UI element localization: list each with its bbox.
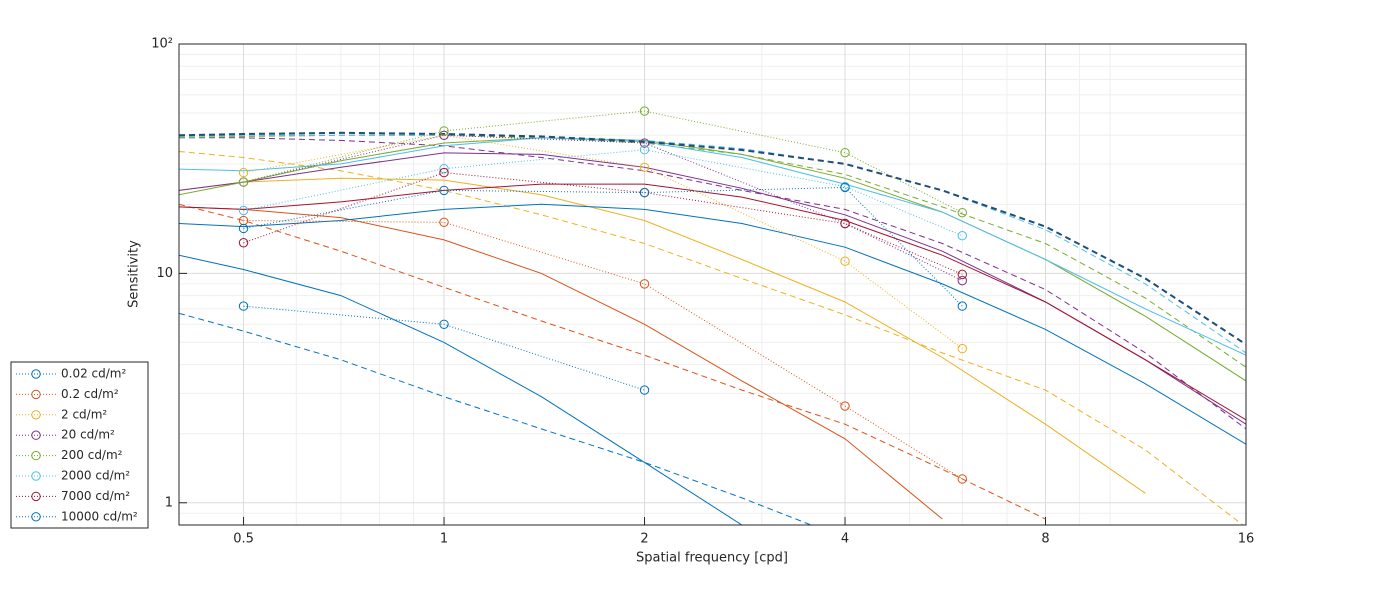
data-point [238, 301, 249, 311]
data-point [439, 319, 449, 329]
legend-label: 20 cd/m² [61, 428, 115, 442]
x-axis-label: Spatial frequency [cpd] [636, 551, 788, 566]
data-line [243, 186, 963, 307]
data-point [957, 230, 967, 241]
data-point [840, 147, 850, 158]
data-point [957, 275, 967, 286]
model-curve [179, 312, 813, 525]
axes-box [178, 43, 1247, 526]
data-point [238, 223, 249, 234]
legend-marker [31, 512, 41, 522]
data-point [439, 126, 449, 136]
legend-label: 10000 cd/m² [61, 509, 138, 523]
legend-label: 2000 cd/m² [61, 469, 130, 483]
data-point [639, 279, 650, 289]
model-curve [179, 137, 1246, 356]
y-tick-label: 1 [165, 495, 173, 510]
plot-area [179, 44, 1246, 525]
data-point [439, 217, 449, 227]
data-point [439, 164, 449, 174]
x-tick-label: 16 [1238, 532, 1255, 547]
legend-label: 2 cd/m² [61, 407, 107, 421]
data-line [243, 172, 963, 275]
data-point [439, 167, 449, 178]
model-curve [179, 151, 1244, 525]
data-point [840, 218, 850, 229]
y-tick-label: 10² [151, 37, 173, 52]
data-line [243, 305, 645, 391]
y-tick-label: 10 [156, 266, 173, 281]
model-curve [179, 137, 1246, 430]
legend-marker [31, 450, 41, 461]
data-point [957, 207, 967, 218]
legend: 0.02 cd/m² 0.2 cd/m² 2 cd/m² 20 cd/m² 200 cd… [10, 361, 149, 529]
model-curve [179, 177, 1146, 494]
data-point [957, 343, 967, 354]
data-point [639, 138, 650, 148]
x-tick-label: 4 [841, 532, 849, 547]
data-point [957, 301, 967, 311]
legend-marker [31, 389, 41, 400]
tick-labels: 0.5 1 2 4 8 16 1 10 10² [151, 37, 1254, 547]
y-axis-label: Sensitivity [127, 240, 142, 308]
data-point [639, 145, 650, 155]
data-point [439, 185, 449, 196]
model-curve [179, 131, 1246, 346]
data-point [238, 167, 249, 178]
x-tick-label: 8 [1041, 532, 1049, 547]
model-curve [179, 137, 1246, 382]
data-point [840, 256, 850, 266]
legend-marker [31, 491, 41, 502]
model-curve [179, 183, 1246, 421]
data-line [243, 134, 963, 282]
legend-marker [31, 471, 41, 481]
legend-label: 0.2 cd/m² [61, 387, 119, 401]
data-point [639, 385, 650, 395]
legend-marker [31, 410, 41, 420]
data-point [639, 106, 650, 116]
model-curve [179, 206, 943, 520]
model-curve [179, 134, 1246, 354]
data-point [840, 401, 850, 411]
data-point [957, 269, 967, 280]
legend-marker [31, 369, 41, 379]
data-line [243, 110, 963, 214]
legend-marker [31, 430, 41, 440]
data-point [238, 205, 249, 216]
data-point [238, 177, 249, 187]
model-curve [179, 203, 1046, 520]
legend-label: 200 cd/m² [61, 448, 123, 462]
data-point [439, 130, 449, 140]
x-tick-label: 0.5 [233, 532, 254, 547]
legend-box [10, 361, 149, 529]
data-point [639, 162, 650, 173]
x-tick-label: 1 [440, 532, 448, 547]
legend-label: 7000 cd/m² [61, 489, 130, 503]
data-point [957, 474, 967, 484]
legend-label: 0.02 cd/m² [61, 367, 126, 381]
data-point [639, 187, 650, 198]
curves [179, 106, 1246, 525]
x-tick-label: 2 [640, 532, 648, 547]
model-curve [179, 254, 743, 525]
data-point [238, 238, 249, 248]
data-point [840, 182, 850, 193]
